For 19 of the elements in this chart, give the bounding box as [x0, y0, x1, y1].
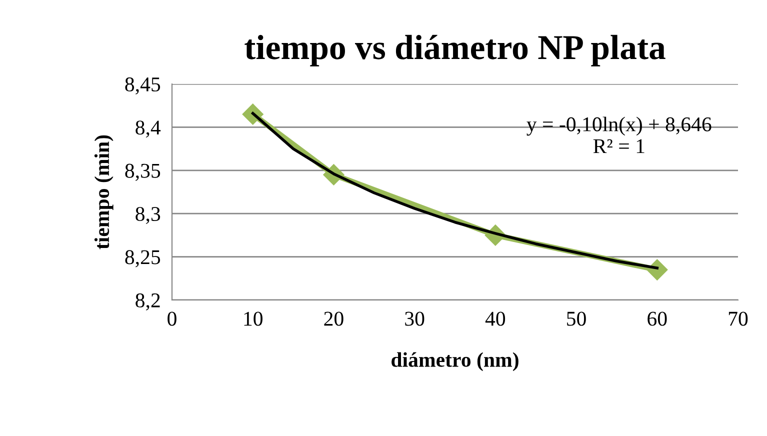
x-tick-label: 10 [244, 312, 262, 326]
annotation: R² = 1 [593, 139, 644, 154]
y-tick-label: 8,35 [125, 164, 160, 181]
y-tick-label: 8,3 [136, 206, 160, 224]
x-tick-label: 60 [648, 312, 667, 326]
y-tick-label: 8,4 [136, 120, 161, 138]
x-tick-label: 20 [324, 312, 344, 326]
y-axis-title: tiempo (min) [94, 135, 114, 250]
x-tick-label: 0 [168, 312, 176, 326]
x-tick-label: 30 [405, 312, 424, 326]
x-tick-label: 50 [567, 312, 586, 326]
chart-title: tiempo vs diámetro NP plata [244, 34, 666, 66]
y-tick-label: 8,45 [125, 77, 160, 94]
x-tick-label: 40 [485, 312, 506, 326]
x-tick-label: 70 [728, 312, 748, 326]
y-tick-label: 8,25 [125, 250, 160, 268]
x-axis-title: diámetro (nm) [392, 352, 518, 372]
y-tick-label: 8,2 [136, 293, 160, 310]
annotation: y = -0,10ln(x) + 8,646 [526, 116, 712, 136]
